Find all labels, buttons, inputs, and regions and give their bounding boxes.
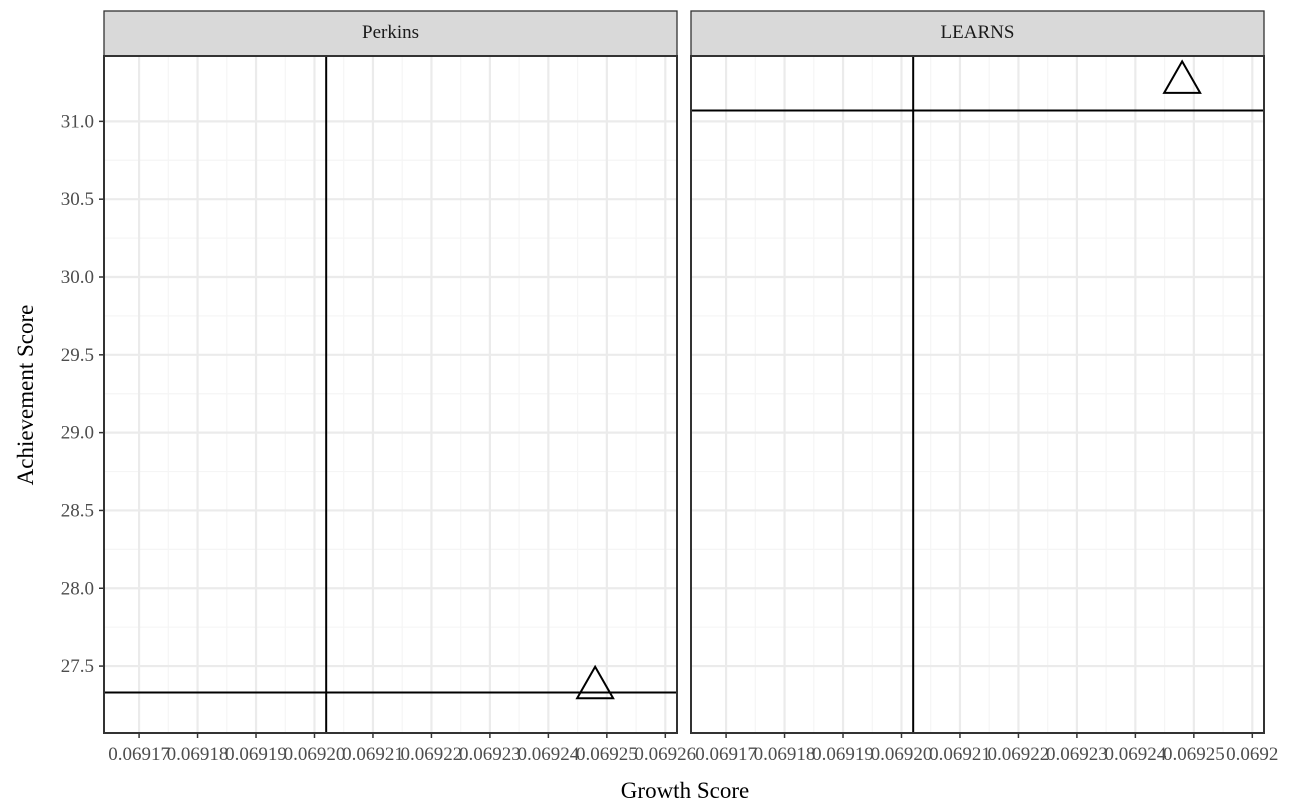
x-tick-label: 0.06918 <box>167 744 229 765</box>
x-tick-label: 0.06917 <box>695 744 757 765</box>
x-tick-label: 0.06923 <box>1046 744 1108 765</box>
facet-panel-perkins: Perkins0.069170.069180.069190.069200.069… <box>103 10 696 765</box>
facet-strip-learns <box>690 10 1265 57</box>
data-point <box>1162 59 1202 94</box>
y-tick-label: 30.5 <box>61 189 94 210</box>
x-tick-label: 0.06925 <box>1163 744 1225 765</box>
y-tick-label: 27.5 <box>61 656 94 677</box>
x-tick-label: 0.06924 <box>517 744 579 765</box>
x-tick-label: 0.06926 <box>634 744 696 765</box>
x-tick-label: 0.06919 <box>812 744 874 765</box>
x-tick-label: 0.06921 <box>342 744 404 765</box>
y-tick-label: 31.0 <box>61 111 94 132</box>
y-tick-label: 29.5 <box>61 345 94 366</box>
x-tick-label: 0.0692 <box>1226 744 1278 765</box>
panel-border <box>103 55 678 734</box>
x-tick-label: 0.06924 <box>1104 744 1166 765</box>
facet-strip-label: LEARNS <box>941 22 1015 43</box>
panel-border <box>690 55 1265 734</box>
data-point <box>575 664 615 700</box>
x-tick-label: 0.06923 <box>459 744 521 765</box>
x-tick-label: 0.06919 <box>225 744 287 765</box>
y-axis-title: Achievement Score <box>13 305 38 486</box>
x-axis-title: Growth Score <box>621 778 749 803</box>
x-tick-label: 0.06918 <box>754 744 816 765</box>
facet-panel-learns: LEARNS0.069170.069180.069190.069200.0692… <box>690 10 1278 765</box>
x-tick-label: 0.06922 <box>988 744 1050 765</box>
y-axis: 27.5 28.0 28.5 29.0 29.5 30.0 30.5 31.0 <box>61 111 104 677</box>
panel-background <box>691 56 1264 733</box>
panel-background <box>104 56 677 733</box>
x-tick-label: 0.06921 <box>929 744 991 765</box>
x-tick-label: 0.06920 <box>284 744 346 765</box>
y-tick-label: 29.0 <box>61 423 94 444</box>
y-tick-label: 28.0 <box>61 578 94 599</box>
x-tick-label: 0.06922 <box>401 744 463 765</box>
x-tick-label: 0.06925 <box>576 744 638 765</box>
y-tick-label: 30.0 <box>61 267 94 288</box>
x-tick-label: 0.06917 <box>108 744 170 765</box>
facet-strip-perkins <box>103 10 678 57</box>
x-tick-label: 0.06920 <box>871 744 933 765</box>
y-tick-label: 28.5 <box>61 500 94 521</box>
facet-strip-label: Perkins <box>362 22 419 43</box>
